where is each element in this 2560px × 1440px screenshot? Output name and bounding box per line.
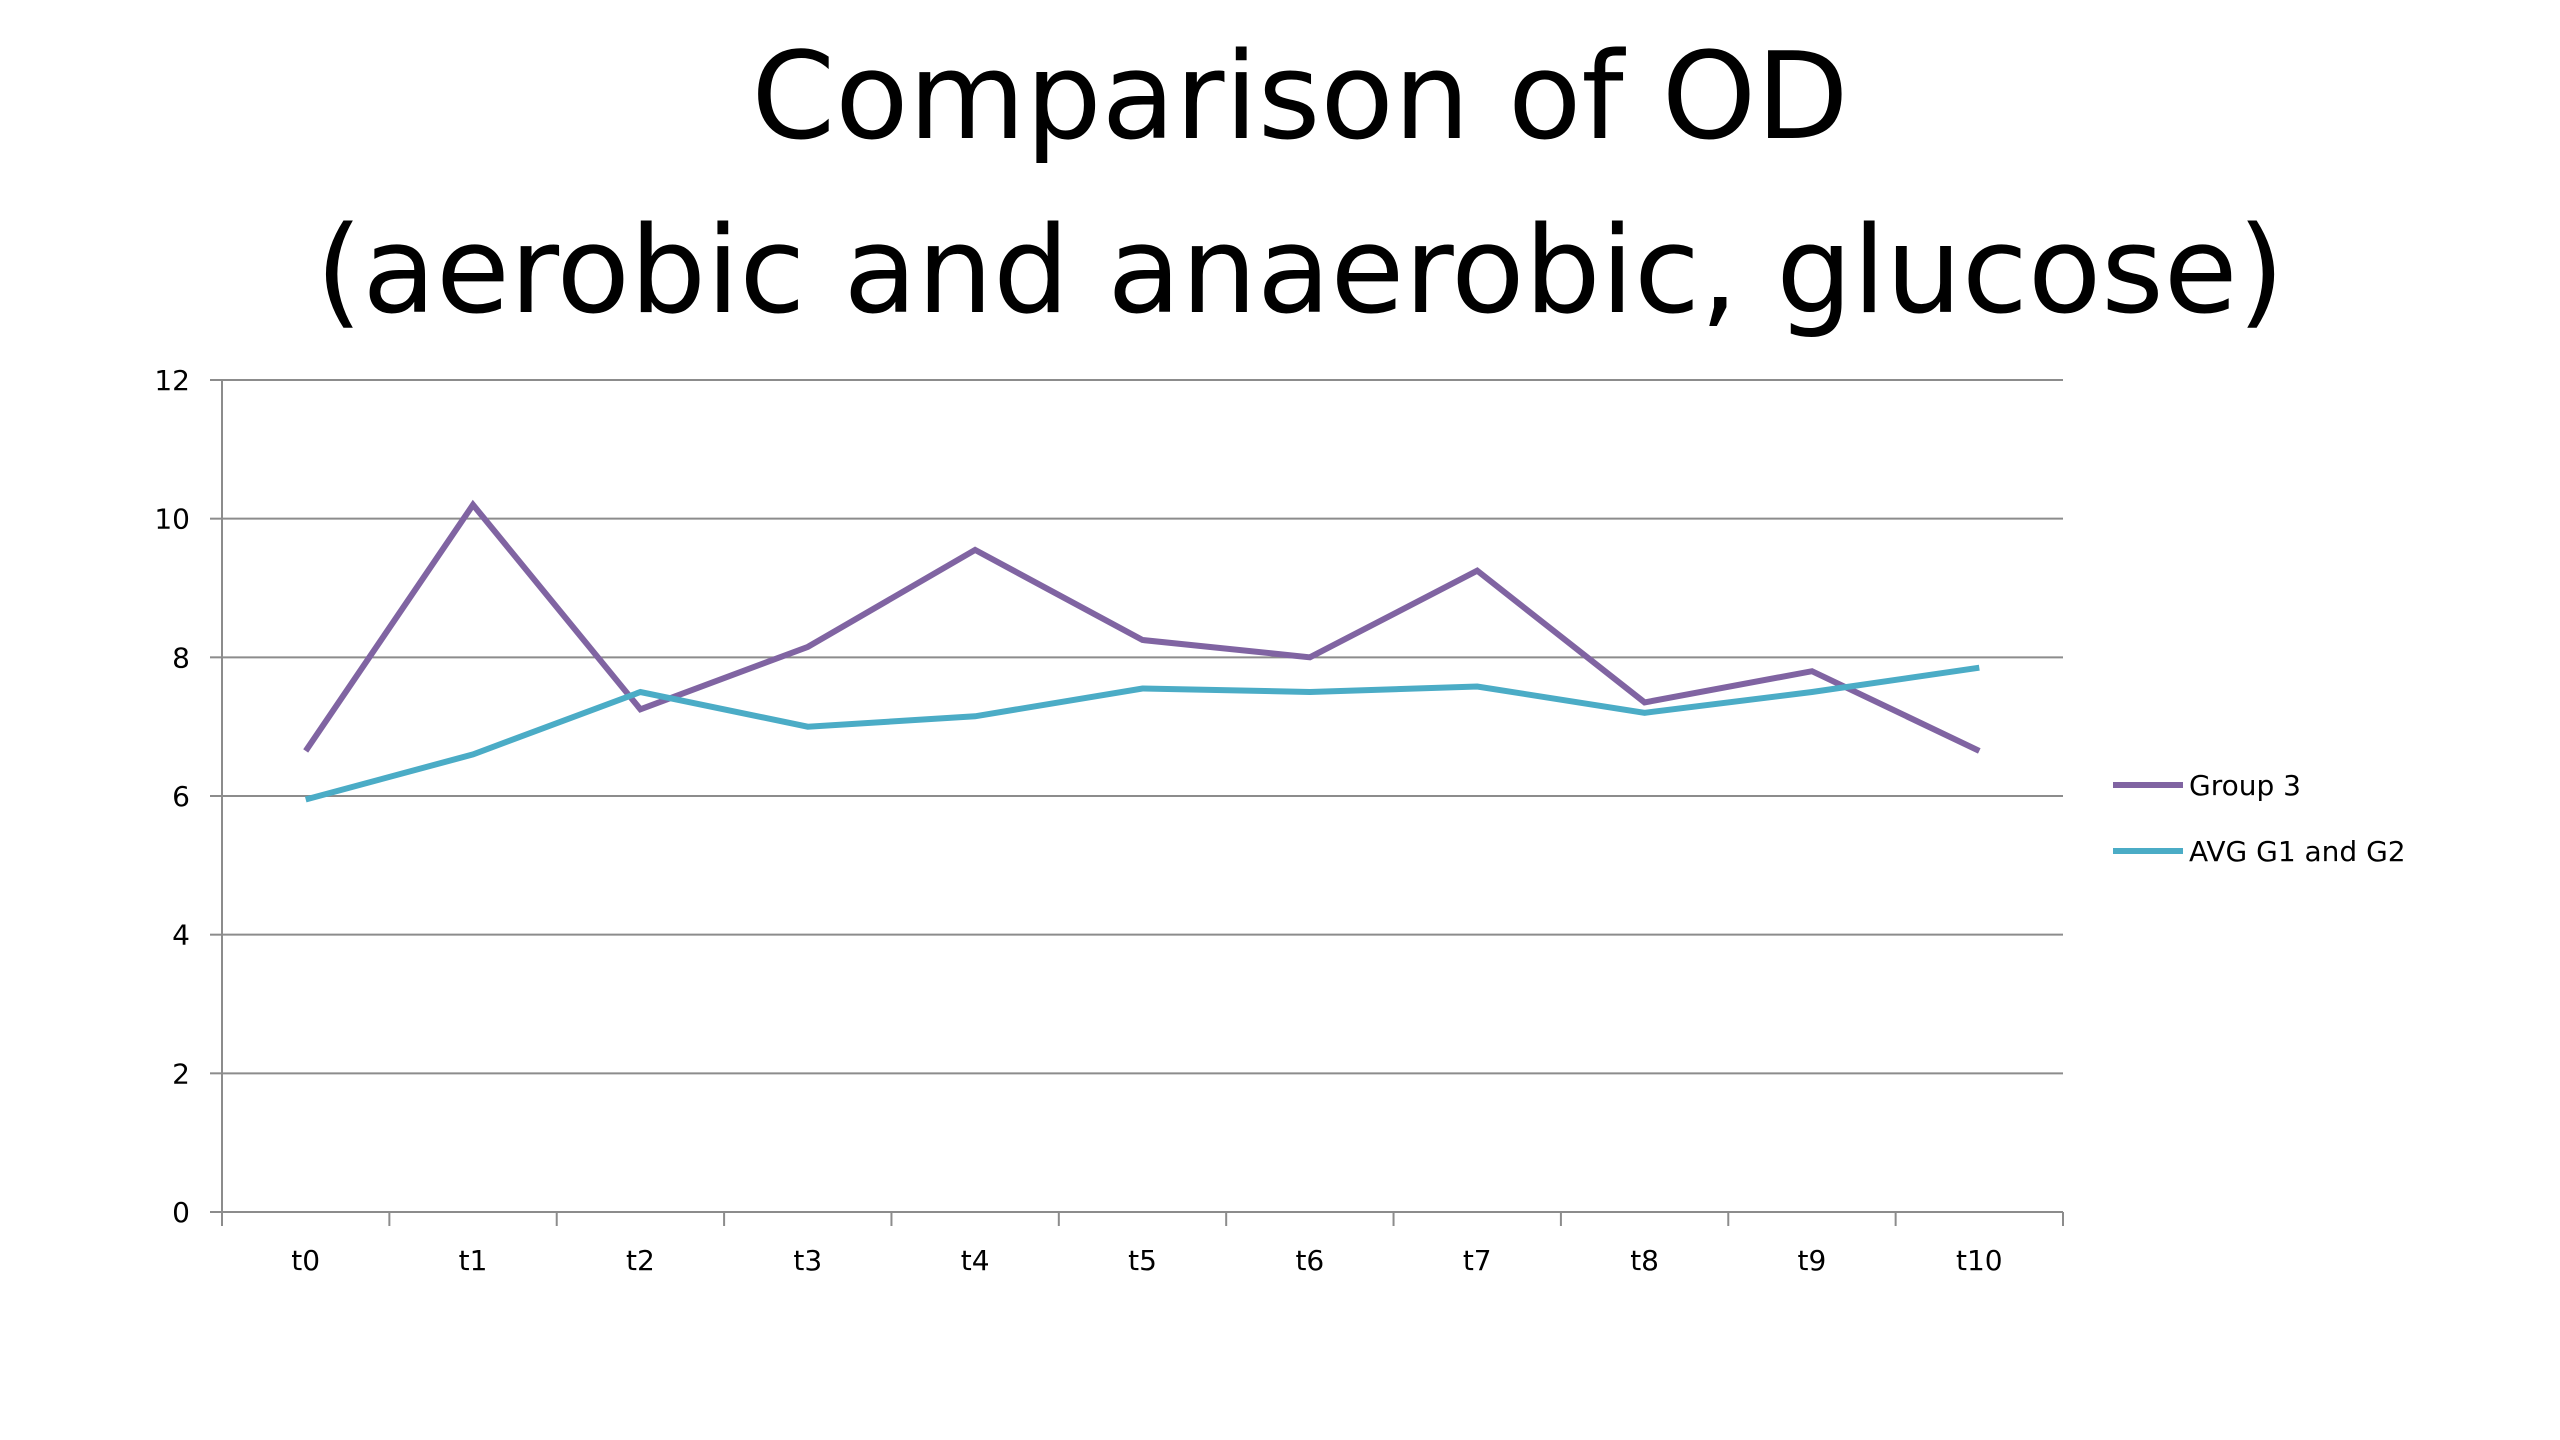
series-line-1 (303, 499, 1981, 754)
x-tick-label: t5 (1128, 1244, 1157, 1277)
y-tick-label: 12 (154, 364, 190, 397)
x-axis-ticks: t0 t1 t2 t3 t4 t5 t6 t7 t8 t9 t10 (221, 1212, 2064, 1277)
legend: Group 3 AVG G1 and G2 (2113, 769, 2406, 868)
y-tick-label: 2 (172, 1057, 190, 1090)
series-line-2 (304, 664, 1980, 803)
gridlines (222, 379, 2063, 1075)
x-tick-label: t1 (459, 1244, 488, 1277)
y-axis-ticks: 0 2 4 6 8 10 12 (154, 364, 222, 1229)
y-tick-label: 0 (172, 1196, 190, 1229)
y-tick-label: 8 (172, 641, 190, 674)
y-tick-label: 6 (172, 780, 190, 813)
x-tick-label: t8 (1630, 1244, 1659, 1277)
series-lines (303, 499, 1981, 803)
x-tick-label: t4 (961, 1244, 990, 1277)
legend-label-1: Group 3 (2189, 769, 2301, 802)
x-tick-label: t2 (626, 1244, 655, 1277)
chart-title-line-1: Comparison of OD (751, 28, 1848, 167)
y-tick-label: 10 (154, 503, 190, 536)
legend-label-2: AVG G1 and G2 (2189, 835, 2406, 868)
x-tick-label: t9 (1798, 1244, 1827, 1277)
x-tick-label: t3 (793, 1244, 822, 1277)
x-tick-label: t0 (291, 1244, 320, 1277)
x-tick-label: t10 (1956, 1244, 2003, 1277)
x-tick-label: t7 (1463, 1244, 1492, 1277)
chart-title-line-2: (aerobic and anaerobic, glucose) (316, 202, 2285, 341)
x-tick-label: t6 (1295, 1244, 1324, 1277)
y-tick-label: 4 (172, 919, 190, 952)
